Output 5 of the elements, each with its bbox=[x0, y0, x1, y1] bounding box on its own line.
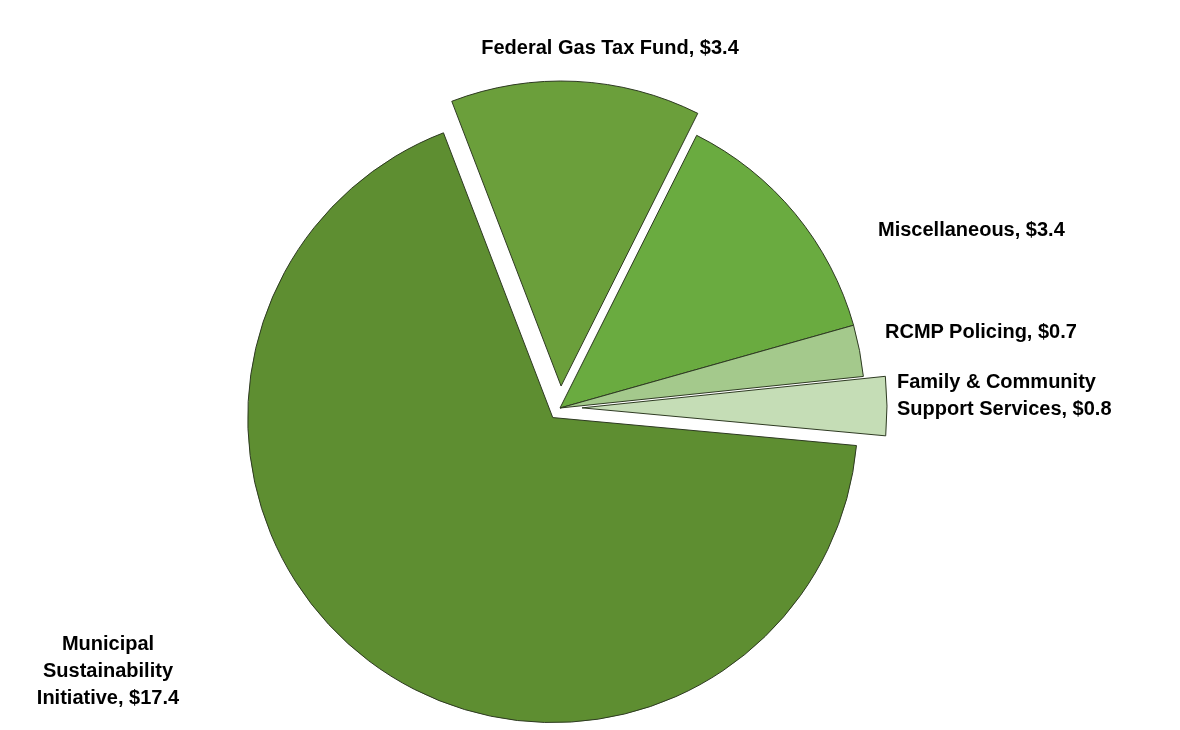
slice-label: Miscellaneous, $3.4 bbox=[878, 218, 1066, 241]
slice-label: RCMP Policing, $0.7 bbox=[885, 320, 1077, 343]
slice-label: Municipal Sustainability Initiative, $17.4 bbox=[36, 632, 181, 709]
slice-label: Family & Community Support Services, $0.8 bbox=[897, 370, 1112, 420]
slice-label: Federal Gas Tax Fund, $3.4 bbox=[481, 36, 740, 59]
